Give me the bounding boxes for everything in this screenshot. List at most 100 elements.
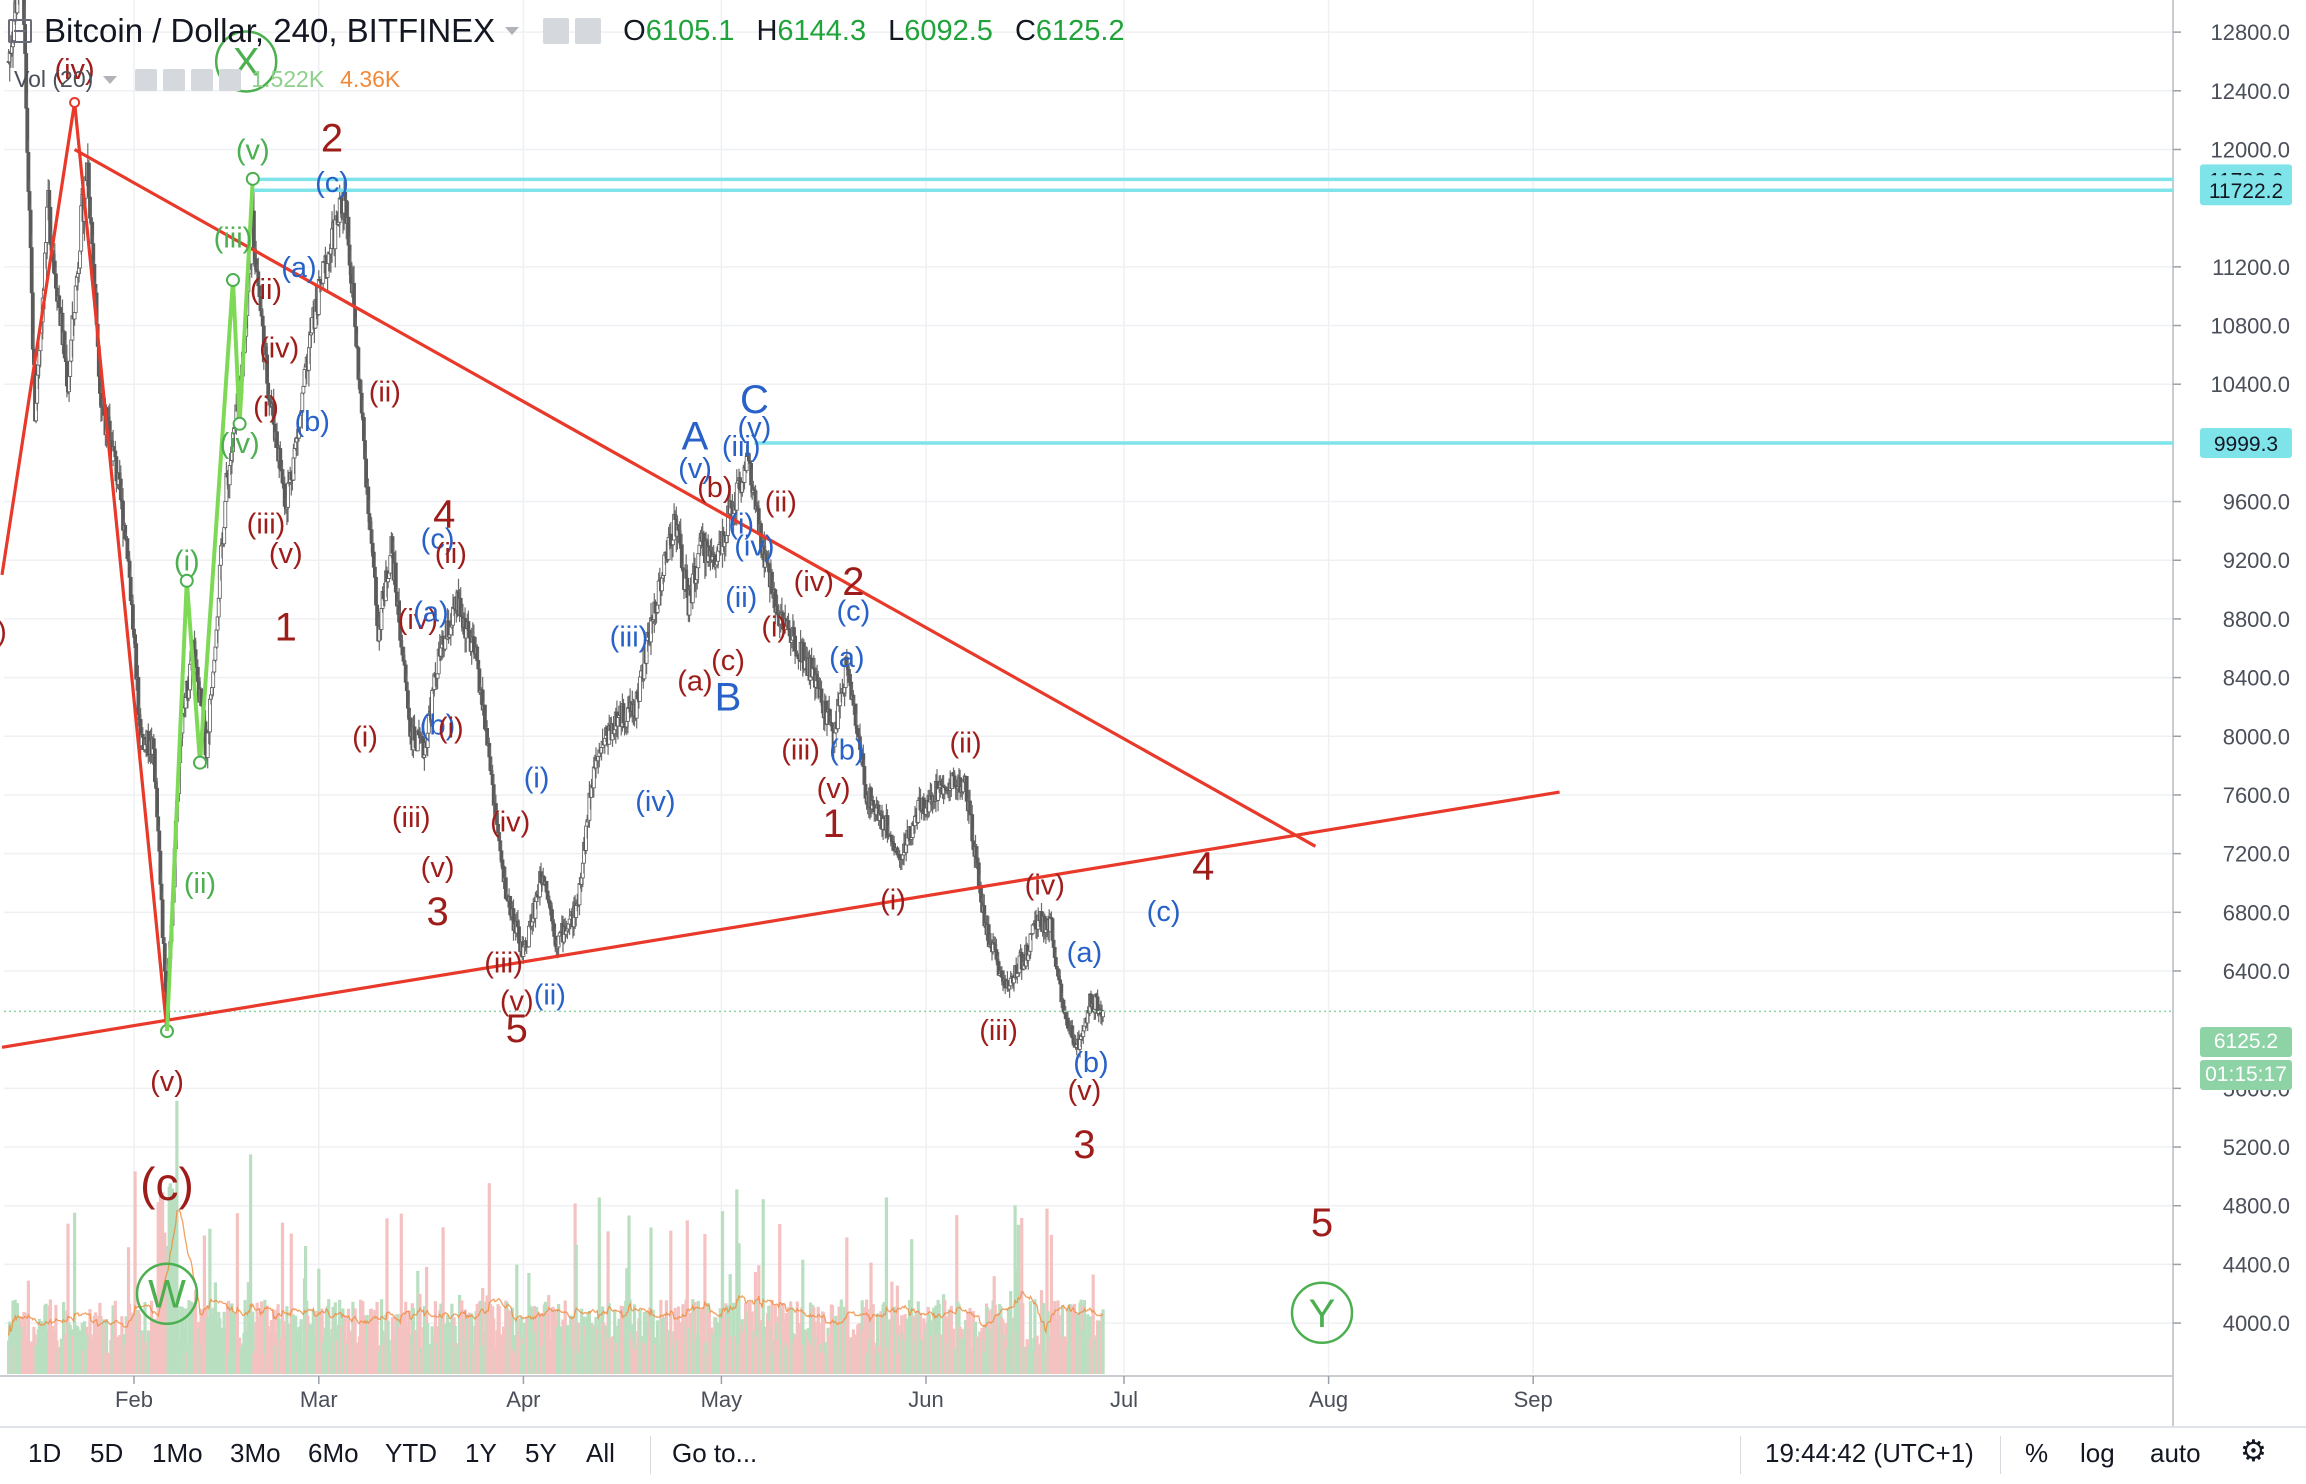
volume-bar xyxy=(289,1233,293,1374)
trendlines[interactable] xyxy=(0,97,1560,1049)
volume-bar xyxy=(150,1300,154,1374)
volume-bar xyxy=(481,1287,485,1374)
volume-bar xyxy=(346,1308,351,1374)
volume-bar xyxy=(48,1299,52,1374)
volume-indicator-label[interactable]: Vol (20) xyxy=(14,66,94,92)
wave-label: (a) xyxy=(281,252,316,284)
level-tag xyxy=(2200,427,2292,458)
candle-body xyxy=(352,282,356,308)
clock-readout[interactable]: 19:44:42 (UTC+1) xyxy=(1765,1438,1974,1468)
auto-toggle[interactable]: auto xyxy=(2150,1438,2201,1468)
price-tick-label: 5200.0 xyxy=(2223,1135,2290,1160)
candle-body xyxy=(251,210,256,250)
volume-bar xyxy=(375,1302,379,1374)
volume-bar xyxy=(80,1322,84,1374)
volume-bar xyxy=(876,1313,880,1374)
green-wave-path[interactable] xyxy=(165,171,260,1032)
range-6mo[interactable]: 6Mo xyxy=(308,1438,359,1468)
gear-icon[interactable] xyxy=(575,18,602,44)
time-axis[interactable]: Feb Mar Apr May Jun Jul Aug Sep xyxy=(115,1376,1553,1412)
candle-body xyxy=(155,787,160,818)
wave-label: (iii) xyxy=(484,947,523,979)
wave-label: 2 xyxy=(842,560,864,604)
wave-label: (i) xyxy=(761,611,787,643)
wave-label: (i) xyxy=(352,721,378,753)
candle-body xyxy=(15,0,20,14)
wave-label: (c) xyxy=(315,167,349,199)
wave-label: 3 xyxy=(1073,1123,1095,1167)
eye-icon[interactable] xyxy=(543,18,570,44)
wave-label: (a) xyxy=(677,666,712,698)
gear-icon[interactable] xyxy=(163,68,186,91)
volume-bar xyxy=(597,1197,601,1374)
volume-bar xyxy=(175,1100,179,1374)
percent-toggle[interactable]: % xyxy=(2025,1438,2049,1468)
volume-bar xyxy=(353,1308,357,1374)
gear-icon[interactable]: ⚙ xyxy=(2240,1435,2267,1468)
wave-point xyxy=(232,416,247,431)
price-axis[interactable]: 13200.012800.012400.012000.011200.010800… xyxy=(2173,0,2306,1426)
volume-bar xyxy=(492,1318,496,1374)
trendline xyxy=(73,148,1317,848)
price-tick-label: 6800.0 xyxy=(2223,900,2290,925)
volume-bar xyxy=(1039,1290,1044,1374)
volume-bar xyxy=(133,1171,137,1374)
range-5d[interactable]: 5D xyxy=(90,1438,124,1468)
close-icon[interactable] xyxy=(219,68,242,91)
range-3mo[interactable]: 3Mo xyxy=(230,1438,281,1468)
range-1mo[interactable]: 1Mo xyxy=(152,1438,203,1468)
wave-label: (ii) xyxy=(250,274,282,306)
candle-body xyxy=(286,482,290,508)
volume-bar xyxy=(363,1315,367,1374)
wave-circle xyxy=(214,30,278,93)
range-5y[interactable]: 5Y xyxy=(525,1438,557,1468)
wave-label: (a) xyxy=(1067,937,1102,969)
time-tick-label: Jul xyxy=(1110,1387,1138,1412)
horizontal-levels[interactable] xyxy=(4,177,2173,1013)
wave-label: (ii) xyxy=(765,487,797,519)
candle-body xyxy=(133,634,138,645)
volume-bar xyxy=(910,1239,914,1374)
eye-icon[interactable] xyxy=(135,68,158,91)
volume-bar xyxy=(120,1316,124,1374)
volume-bar xyxy=(638,1309,642,1374)
wave-label: 4 xyxy=(1192,844,1214,888)
volume-bar xyxy=(227,1300,231,1374)
log-toggle[interactable]: log xyxy=(2080,1438,2115,1468)
wave-label: (i) xyxy=(174,545,200,577)
range-all[interactable]: All xyxy=(586,1438,615,1468)
plus-icon[interactable] xyxy=(191,68,214,91)
minus-square-icon[interactable] xyxy=(8,19,32,43)
chevron-down-icon[interactable] xyxy=(103,75,118,84)
wave-label: 5 xyxy=(506,1007,528,1051)
candle-body xyxy=(278,448,283,470)
volume-bar xyxy=(399,1213,403,1374)
volume-bar xyxy=(202,1235,206,1374)
volume-bar xyxy=(153,1318,157,1374)
range-1y[interactable]: 1Y xyxy=(465,1438,497,1468)
volume-bar xyxy=(26,1280,30,1374)
wave-label: (iii) xyxy=(214,223,253,255)
price-tick-label: 7600.0 xyxy=(2223,783,2290,808)
volume-bar xyxy=(361,1301,365,1374)
volume-bar xyxy=(407,1310,411,1374)
time-tick-label: Apr xyxy=(506,1387,540,1412)
go-to-button[interactable]: Go to... xyxy=(672,1438,758,1468)
wave-label: (c) xyxy=(1147,896,1181,928)
last-price-tag: 6125.2 xyxy=(2200,1027,2292,1057)
symbol-title[interactable]: Bitcoin / Dollar, 240, BITFINEX xyxy=(44,12,496,49)
volume-bar xyxy=(676,1306,681,1374)
chevron-down-icon[interactable] xyxy=(505,27,520,35)
volume-bar xyxy=(263,1299,267,1374)
range-1d[interactable]: 1D xyxy=(28,1438,62,1468)
volume-bar xyxy=(720,1211,725,1374)
wave-label: (b) xyxy=(1073,1047,1108,1079)
wave-label: (iv) xyxy=(54,54,94,86)
countdown-tag: 01:15:17 xyxy=(2200,1060,2292,1090)
range-ytd[interactable]: YTD xyxy=(385,1438,437,1468)
wave-label: 2 xyxy=(321,117,343,161)
candle-body xyxy=(132,628,136,636)
wave-label: (a) xyxy=(413,597,448,629)
volume-bar xyxy=(845,1237,849,1374)
